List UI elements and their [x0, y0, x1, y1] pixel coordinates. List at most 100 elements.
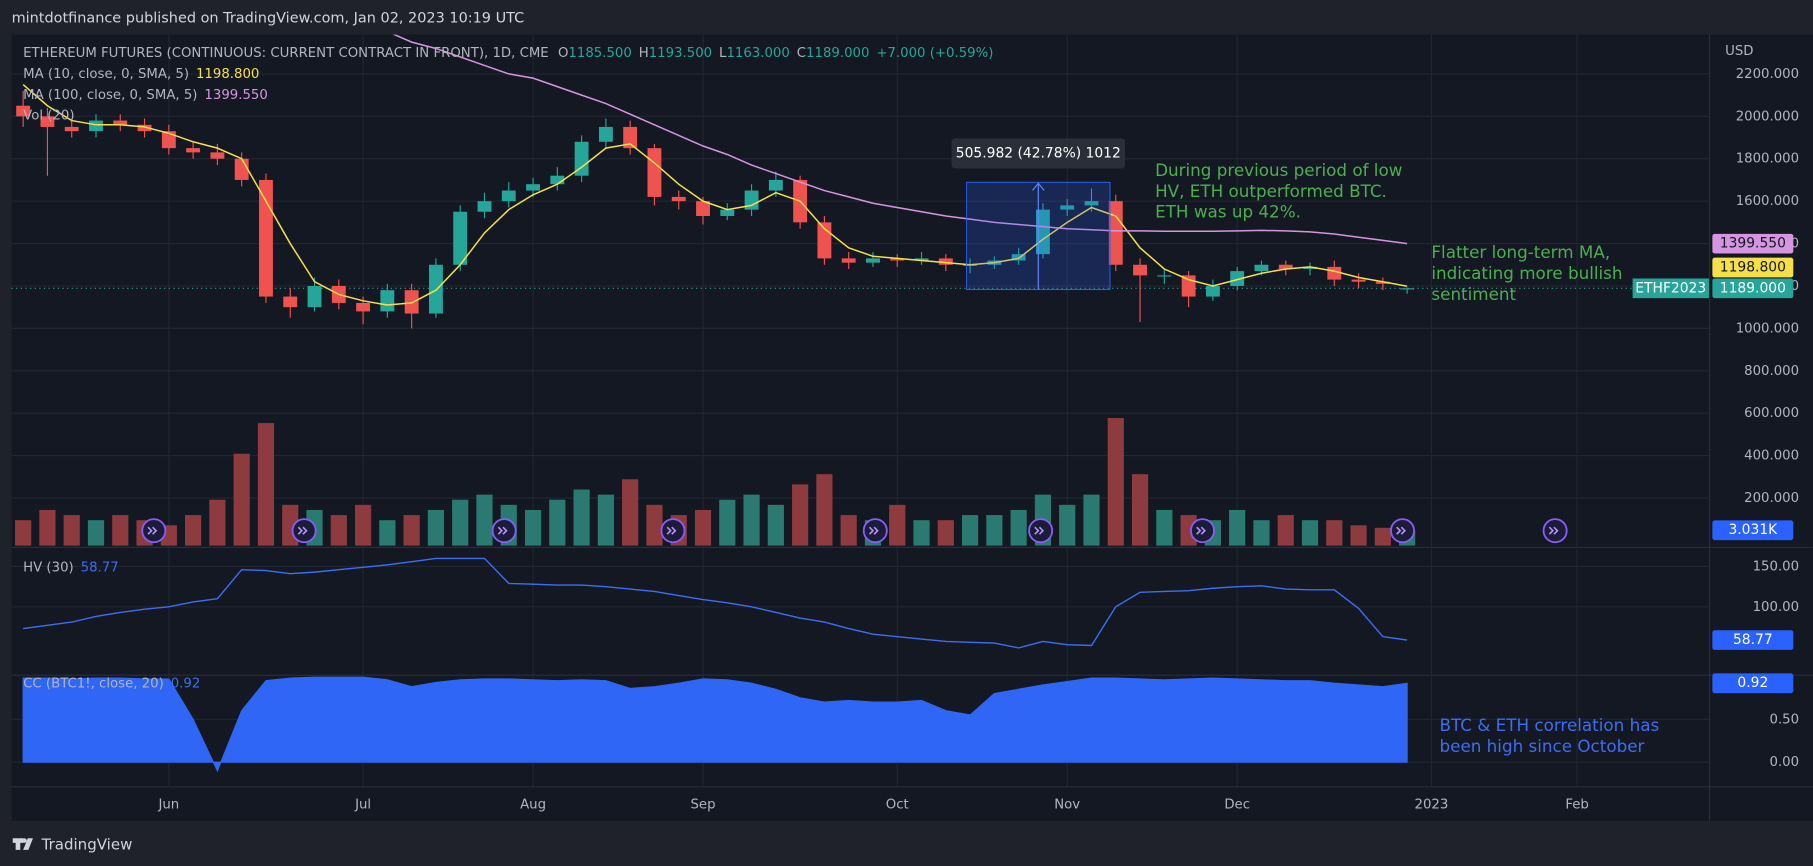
candle-body: [890, 258, 905, 261]
volume-bar: [476, 494, 493, 546]
volume-bar: [1350, 525, 1367, 546]
volume-bar: [185, 515, 202, 546]
candle-body: [1035, 209, 1050, 255]
candle-body: [623, 126, 638, 149]
candle-body: [501, 190, 516, 202]
ma-badge-bg: [1712, 257, 1794, 278]
cc-legend: CC (BTC1!, close, 20) 0.92: [23, 676, 200, 691]
cc-area: [22, 676, 1408, 773]
candle-body: [1084, 201, 1099, 206]
cc-badge: 0.92: [1737, 675, 1768, 691]
x-tick-label: Oct: [886, 798, 909, 813]
event-circle: [1542, 518, 1568, 544]
volume-bar: [1277, 515, 1294, 546]
candle-body: [283, 296, 298, 308]
volume-bar: [622, 479, 639, 546]
y-tick-label: 1000.000: [1736, 321, 1799, 336]
event-circle: [862, 518, 888, 544]
change: +7.000 (+0.59%): [876, 46, 993, 61]
candle-body: [696, 201, 710, 216]
candle-body: [598, 126, 613, 142]
volume-bar: [767, 504, 784, 546]
x-tick-label: Aug: [520, 798, 546, 813]
event-circle: [1190, 518, 1215, 544]
volume-bar: [1253, 520, 1270, 546]
volume-bar: [379, 520, 396, 546]
volume-bar: [597, 494, 614, 546]
event-arrow: [147, 526, 158, 535]
volume-bar: [694, 509, 712, 546]
volume-bar: [1059, 504, 1076, 546]
candle-body: [1375, 281, 1390, 284]
ohlc-value: 1189.000: [806, 46, 869, 61]
hv-layer: [23, 557, 1408, 649]
volume-legend: Vol (20): [23, 109, 74, 124]
event-icon: [660, 518, 686, 544]
event-icon: [291, 518, 317, 544]
hv-line: [23, 557, 1408, 649]
symbol-badge: ETHF2023: [1635, 280, 1706, 296]
volume-bar: [257, 423, 275, 546]
ma-line: [392, 34, 1408, 245]
volume-bar: [39, 509, 56, 546]
volume-bar: [573, 489, 590, 546]
candle-body: [307, 285, 322, 308]
annotation: ETH was up 42%.: [1155, 202, 1301, 222]
candle-body: [477, 201, 492, 212]
candle-body: [404, 290, 419, 314]
header: mintdotfinance published on TradingView.…: [12, 10, 525, 26]
volume-bar: [792, 484, 809, 546]
volume-bar: [1326, 520, 1343, 546]
ohlc-value: 1163.000: [726, 46, 789, 61]
candle-body: [1254, 264, 1269, 272]
candle-body: [356, 302, 371, 312]
candle-body: [40, 116, 55, 127]
candle-body: [161, 131, 176, 149]
candle-body: [380, 290, 395, 312]
volume-bar: [63, 515, 80, 546]
event-arrow: [1396, 526, 1406, 535]
y-tick-label: 0.50: [1770, 712, 1800, 727]
volume-bar: [1010, 509, 1027, 546]
x-tick-label: Nov: [1054, 798, 1080, 813]
legend-value: 58.77: [81, 561, 119, 576]
measure-label-bg: [951, 138, 1126, 169]
hv-badge: 58.77: [1733, 632, 1773, 648]
volume-bar: [937, 520, 954, 546]
cc-layer: [22, 676, 1408, 773]
ohlc-key: C: [797, 46, 806, 61]
volume-bar: [1156, 509, 1173, 546]
event-arrow: [297, 526, 308, 535]
volume-bar: [233, 453, 250, 546]
candle-body: [1108, 201, 1123, 265]
candle-body: [720, 209, 735, 216]
event-icon: [862, 518, 888, 544]
candle-body: [671, 196, 686, 202]
volume-badge: 3.031K: [1728, 522, 1778, 538]
event-icon: [141, 518, 167, 544]
candle-body: [113, 120, 128, 125]
candle-body: [1011, 254, 1026, 261]
candle-body: [1400, 288, 1415, 290]
ohlc-value: 1185.500: [568, 46, 631, 61]
ohlc-key: H: [639, 46, 649, 61]
volume-bar: [15, 520, 32, 546]
y-tick-label: 600.000: [1744, 406, 1799, 421]
event-icon: [1542, 518, 1568, 544]
candle-body: [186, 148, 201, 153]
ma-badge: 1198.800: [1720, 259, 1786, 275]
y-tick-label: 150.00: [1753, 559, 1799, 574]
candle-body: [1181, 275, 1196, 297]
ma100-legend: MA (100, close, 0, SMA, 5) 1399.550: [23, 88, 268, 103]
legend-value: 0.92: [171, 676, 201, 691]
event-icon: [1390, 518, 1416, 544]
candle-body: [1157, 275, 1172, 277]
ma-badge-bg: [1712, 233, 1794, 254]
hv-badge-bg: [1712, 630, 1794, 650]
candle-body: [210, 152, 225, 159]
y-tick-label: 800.000: [1744, 364, 1799, 379]
event-icon: [491, 518, 517, 544]
candle-body: [1278, 264, 1293, 270]
event-circle: [1390, 518, 1416, 544]
volume-bar: [209, 499, 226, 546]
